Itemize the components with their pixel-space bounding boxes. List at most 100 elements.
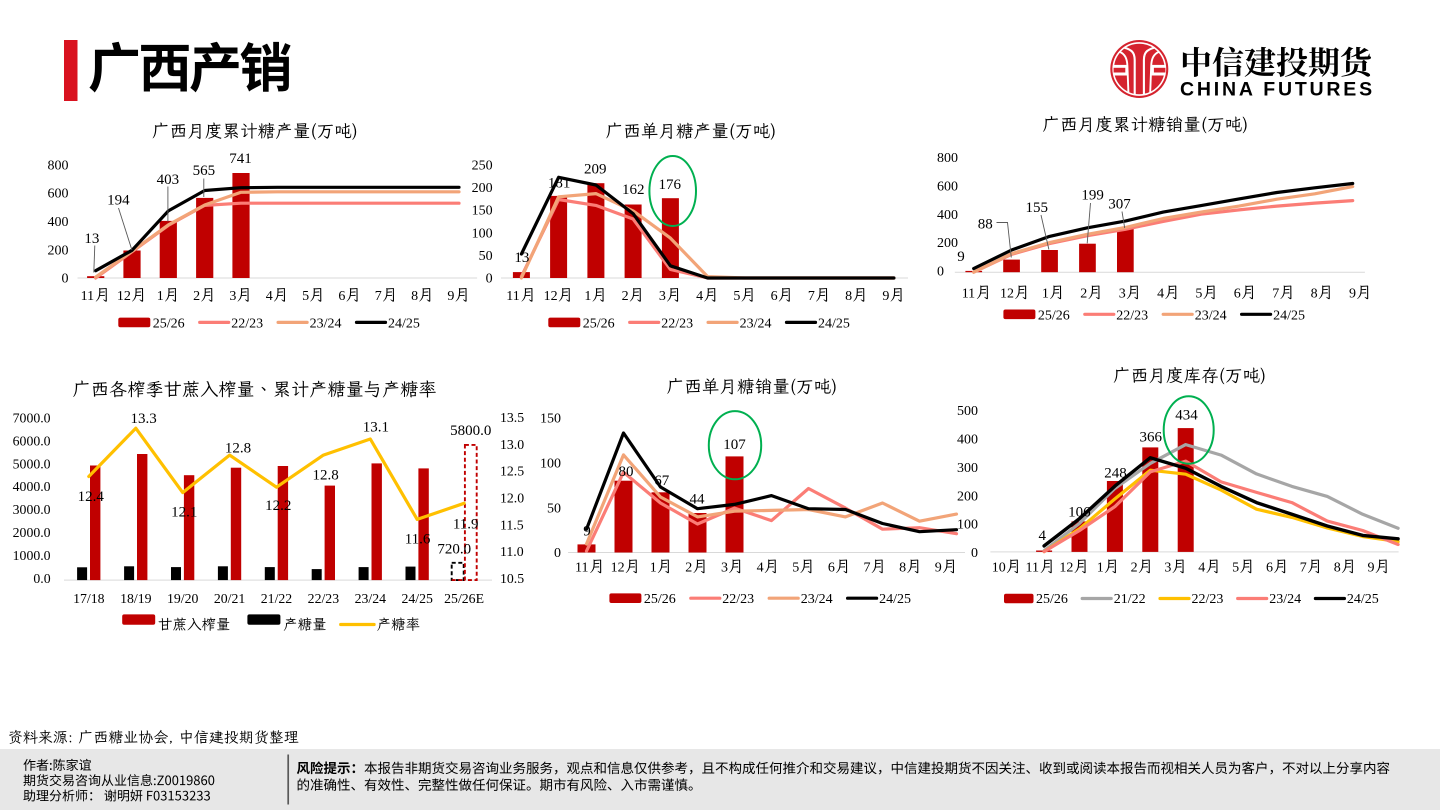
svg-text:11: 11 bbox=[575, 561, 588, 576]
svg-text:12: 12 bbox=[611, 561, 625, 576]
svg-text:22/23: 22/23 bbox=[1116, 308, 1148, 323]
svg-text:67: 67 bbox=[654, 473, 670, 489]
svg-text:400: 400 bbox=[937, 208, 958, 223]
svg-text:0.0: 0.0 bbox=[33, 571, 50, 586]
svg-text:3: 3 bbox=[229, 289, 236, 304]
svg-text:400: 400 bbox=[48, 215, 69, 230]
svg-text:800: 800 bbox=[937, 151, 958, 166]
svg-text:7: 7 bbox=[1300, 561, 1307, 576]
svg-text:13.3: 13.3 bbox=[130, 411, 156, 427]
svg-text:9: 9 bbox=[882, 289, 889, 304]
svg-text:0: 0 bbox=[937, 264, 944, 279]
svg-text:25/26: 25/26 bbox=[1036, 592, 1068, 607]
svg-text:12.1: 12.1 bbox=[171, 505, 197, 521]
svg-text:107: 107 bbox=[723, 437, 746, 453]
svg-text:1000.0: 1000.0 bbox=[13, 548, 51, 563]
svg-text:6000.0: 6000.0 bbox=[13, 433, 51, 448]
svg-text:12: 12 bbox=[544, 289, 558, 304]
svg-text:2: 2 bbox=[193, 289, 200, 304]
svg-text:9: 9 bbox=[583, 524, 591, 540]
svg-text:200: 200 bbox=[48, 243, 69, 258]
svg-text:4: 4 bbox=[1157, 287, 1164, 302]
svg-text:181: 181 bbox=[548, 176, 571, 192]
svg-text:150: 150 bbox=[472, 204, 493, 219]
svg-text:13: 13 bbox=[514, 250, 529, 266]
svg-text:23/24: 23/24 bbox=[355, 591, 387, 606]
svg-text:24/25: 24/25 bbox=[879, 592, 911, 607]
svg-text:7000.0: 7000.0 bbox=[13, 410, 51, 425]
svg-text:3: 3 bbox=[721, 561, 728, 576]
svg-text:22/23: 22/23 bbox=[661, 316, 693, 331]
svg-text:8: 8 bbox=[845, 289, 852, 304]
svg-text:4000.0: 4000.0 bbox=[13, 479, 51, 494]
svg-text:0: 0 bbox=[62, 272, 69, 287]
svg-text:80: 80 bbox=[619, 464, 634, 480]
svg-text:23/24: 23/24 bbox=[740, 316, 772, 331]
svg-text:24/25: 24/25 bbox=[1347, 592, 1379, 607]
svg-text:25/26: 25/26 bbox=[153, 316, 185, 331]
svg-text:18/19: 18/19 bbox=[120, 591, 152, 606]
svg-text:11.0: 11.0 bbox=[500, 544, 524, 559]
svg-text:19/20: 19/20 bbox=[167, 591, 199, 606]
svg-text:50: 50 bbox=[547, 501, 561, 516]
svg-text:100: 100 bbox=[472, 226, 493, 241]
svg-text:155: 155 bbox=[1026, 200, 1049, 216]
svg-text:10.5: 10.5 bbox=[500, 571, 524, 586]
svg-text:9: 9 bbox=[447, 289, 454, 304]
svg-text:3000.0: 3000.0 bbox=[13, 502, 51, 517]
svg-text:22/23: 22/23 bbox=[722, 592, 754, 607]
svg-text:12: 12 bbox=[1059, 561, 1073, 576]
svg-text:24/25: 24/25 bbox=[401, 591, 433, 606]
svg-text:7: 7 bbox=[808, 289, 815, 304]
svg-text:434: 434 bbox=[1175, 408, 1198, 424]
svg-text:2000.0: 2000.0 bbox=[13, 525, 51, 540]
svg-text:1: 1 bbox=[1042, 287, 1049, 302]
svg-text:25/26E: 25/26E bbox=[444, 591, 484, 606]
svg-text:5: 5 bbox=[733, 289, 740, 304]
svg-text:6: 6 bbox=[1266, 561, 1273, 576]
svg-text:0: 0 bbox=[971, 546, 978, 561]
svg-text:199: 199 bbox=[1081, 188, 1104, 204]
svg-text:248: 248 bbox=[1104, 466, 1127, 482]
svg-text:5: 5 bbox=[1195, 287, 1202, 302]
svg-text:17/18: 17/18 bbox=[73, 591, 105, 606]
svg-text:21/22: 21/22 bbox=[1114, 592, 1146, 607]
svg-text:8: 8 bbox=[411, 289, 418, 304]
svg-text:4: 4 bbox=[1038, 528, 1046, 544]
svg-text:600: 600 bbox=[48, 187, 69, 202]
svg-text:741: 741 bbox=[229, 151, 252, 167]
svg-text:1: 1 bbox=[157, 289, 164, 304]
svg-text:12: 12 bbox=[1000, 287, 1014, 302]
svg-text:0: 0 bbox=[486, 272, 493, 287]
svg-text:8: 8 bbox=[1334, 561, 1341, 576]
svg-text:24/25: 24/25 bbox=[388, 316, 420, 331]
svg-text:2: 2 bbox=[622, 289, 629, 304]
svg-text:5: 5 bbox=[1232, 561, 1239, 576]
svg-text:500: 500 bbox=[957, 404, 978, 419]
svg-text:300: 300 bbox=[957, 461, 978, 476]
svg-text:12.8: 12.8 bbox=[312, 468, 338, 484]
svg-text:4: 4 bbox=[757, 561, 764, 576]
svg-text:209: 209 bbox=[584, 162, 607, 178]
svg-text:6: 6 bbox=[338, 289, 345, 304]
svg-text:3: 3 bbox=[1119, 287, 1126, 302]
svg-text:12.0: 12.0 bbox=[500, 491, 524, 506]
svg-text:9: 9 bbox=[957, 249, 965, 265]
svg-text:4: 4 bbox=[266, 289, 273, 304]
svg-text:25/26: 25/26 bbox=[583, 316, 615, 331]
svg-text:100: 100 bbox=[957, 518, 978, 533]
svg-text:25/26: 25/26 bbox=[1038, 308, 1070, 323]
svg-text:5: 5 bbox=[792, 561, 799, 576]
svg-text:106: 106 bbox=[1068, 505, 1091, 521]
svg-text:194: 194 bbox=[107, 193, 130, 209]
svg-text:11: 11 bbox=[1026, 561, 1039, 576]
svg-text:50: 50 bbox=[479, 249, 493, 264]
svg-text:2: 2 bbox=[685, 561, 692, 576]
svg-text:11: 11 bbox=[81, 289, 94, 304]
svg-text:22/23: 22/23 bbox=[308, 591, 340, 606]
svg-text:6: 6 bbox=[828, 561, 835, 576]
svg-text:7: 7 bbox=[1272, 287, 1279, 302]
svg-text:3: 3 bbox=[659, 289, 666, 304]
svg-text:22/23: 22/23 bbox=[1192, 592, 1224, 607]
svg-text:720.0: 720.0 bbox=[437, 542, 471, 558]
